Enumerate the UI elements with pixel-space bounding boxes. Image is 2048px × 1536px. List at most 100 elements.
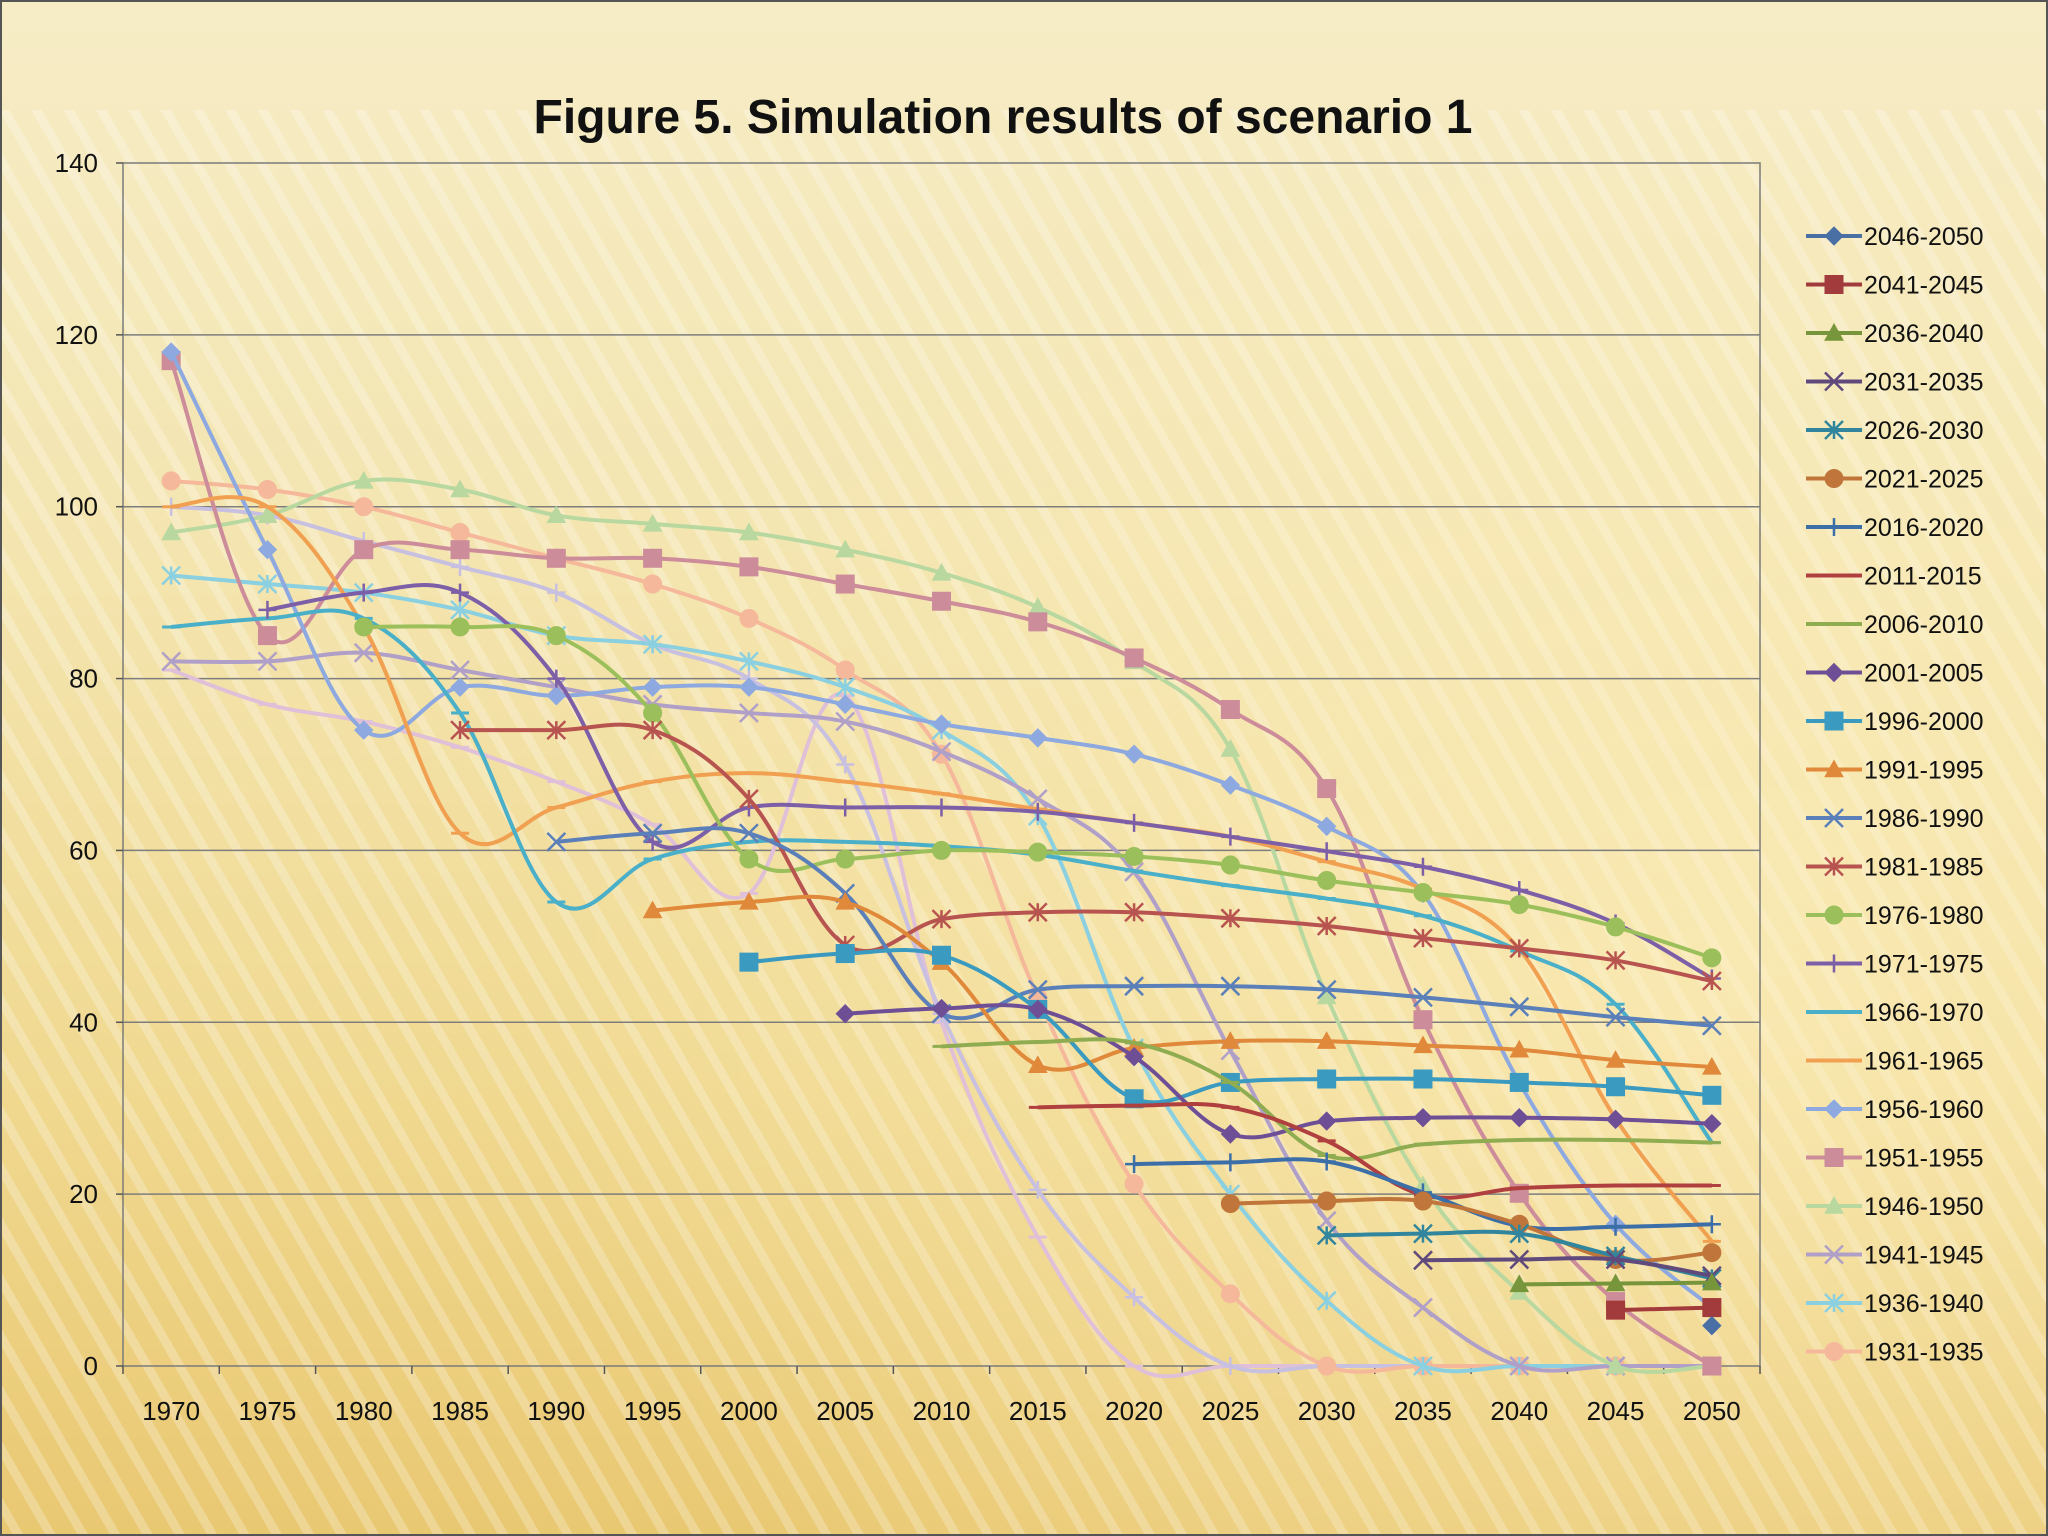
data-point [1316,1290,1337,1311]
legend-entry-1976-1980: 1976-1980 [1806,902,1984,930]
legend-marker [1824,1342,1844,1361]
legend-marker [1824,322,1844,341]
data-point [546,831,567,852]
legend-entry-2036-2040: 2036-2040 [1806,320,1984,348]
data-point [835,539,856,558]
data-point [257,651,278,672]
legend-label: 1976-1980 [1864,902,1984,930]
legend-entry-1996-2000: 1996-2000 [1806,708,1984,736]
data-point [739,823,759,844]
data-point [1701,971,1722,991]
data-point [1124,1089,1144,1109]
data-point [931,562,952,581]
plot-frame [122,162,1761,1367]
data-point [1509,1356,1530,1376]
x-tick-label: 1980 [335,1396,393,1426]
data-point [1125,1155,1144,1174]
data-point [1606,1077,1626,1097]
x-tick-label: 2020 [1105,1396,1163,1426]
data-point [546,686,567,706]
data-point [1027,902,1048,923]
data-point [1509,938,1530,959]
data-point [257,480,277,500]
series-1976-1980 [354,617,1722,968]
data-point [1316,1225,1337,1246]
y-tick-label: 0 [84,1351,98,1381]
x-tick-label: 2050 [1683,1396,1741,1426]
data-point [161,522,181,541]
series-line [1422,1256,1713,1278]
series-line [170,573,1712,1374]
legend-label: 2001-2005 [1864,660,1984,688]
data-point [1317,1069,1337,1089]
data-point [931,909,952,930]
data-point [450,540,470,560]
series-1956-1960 [161,342,1722,1318]
data-point [1124,976,1144,997]
series-2011-2015 [1028,1102,1721,1200]
x-tick-label: 2015 [1009,1396,1067,1426]
data-point [547,583,566,602]
legend-marker [1824,1148,1844,1167]
legend-marker [1824,759,1844,778]
data-point [1605,1109,1626,1130]
data-point [257,539,278,560]
data-point [739,849,759,869]
legend-entry-1981-1985: 1981-1985 [1806,854,1984,882]
series-line [1037,1102,1712,1200]
data-point [835,891,856,910]
legend-label: 2016-2020 [1864,514,1984,542]
x-tick-label: 1970 [142,1396,200,1426]
data-point [1220,700,1240,720]
data-point [1509,1039,1530,1058]
data-point [1509,1249,1530,1270]
y-tick-label: 40 [69,1007,98,1037]
data-point [1027,979,1048,1000]
legend-entry-2041-2045: 2041-2045 [1806,272,1984,300]
data-point [835,660,855,680]
data-point [1220,1194,1240,1214]
data-point [1316,979,1337,1000]
data-point [1605,1355,1626,1374]
data-point [1220,1284,1240,1304]
legend-label: 2006-2010 [1864,611,1984,639]
legend-label: 1931-1935 [1864,1339,1984,1367]
data-point [353,470,374,489]
data-point [354,583,373,602]
legend-marker [1825,518,1843,536]
data-point [931,998,952,1019]
legend-label: 2021-2025 [1864,466,1984,494]
x-tick-label: 2030 [1298,1396,1356,1426]
data-point [450,522,470,542]
data-point [1702,1215,1721,1234]
legend-label: 2011-2015 [1864,563,1982,591]
data-point [546,626,566,646]
legend-entry-1941-1945: 1941-1945 [1806,1242,1984,1270]
data-point [642,634,663,655]
series-1966-1970 [162,608,1721,1145]
legend-entry-1956-1960: 1956-1960 [1806,1096,1984,1124]
legend-entry-2046-2050: 2046-2050 [1806,223,1984,251]
data-point [932,840,951,860]
data-point [1701,1015,1722,1036]
series-lines [161,342,1722,1379]
data-point [1702,1085,1722,1105]
y-tick-label: 100 [55,492,98,522]
legend-entry-2006-2010: 2006-2010 [1806,611,1984,639]
data-point [1413,1297,1433,1318]
series-1986-1990 [546,823,1722,1036]
data-point [1220,1124,1241,1144]
data-point [450,660,470,680]
legend: 2046-2050 2041-2045 2036-2040 2031-2035 2026… [1806,223,1984,1367]
data-point [1605,1050,1626,1068]
series-line [363,624,1713,960]
data-point [1702,948,1722,968]
data-point [1220,855,1240,875]
legend-marker [1824,226,1844,246]
data-point [1221,1153,1240,1172]
y-tick-label: 20 [69,1179,98,1209]
data-point [450,617,470,637]
legend-entry-1966-1970: 1966-1970 [1806,999,1984,1027]
data-point [1316,1031,1337,1049]
